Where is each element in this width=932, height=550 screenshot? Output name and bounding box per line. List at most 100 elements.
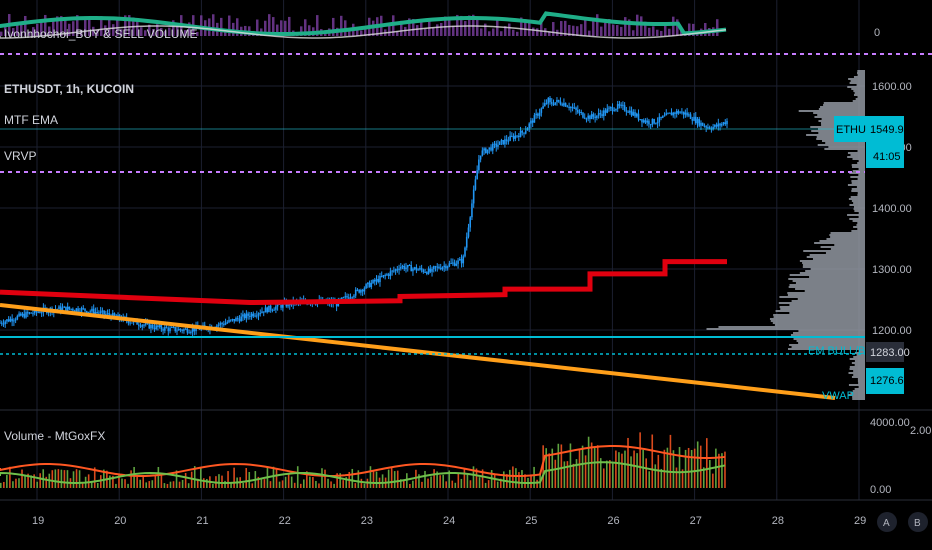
osc-bar: [524, 19, 527, 36]
symbol-label[interactable]: ETHUSDT, 1h, KUCOIN: [4, 82, 134, 96]
osc-bar: [12, 28, 15, 36]
volume-bar: [669, 434, 672, 488]
vrvp-bar: [847, 156, 865, 158]
volume-bar: [512, 466, 514, 488]
volume-bar: [157, 466, 160, 488]
osc-bar: [408, 18, 411, 36]
volume-bar: [481, 469, 484, 488]
vrvp-bar: [817, 144, 865, 146]
candle-body: [7, 319, 10, 322]
volume-bar: [545, 448, 547, 488]
vrvp-bar: [817, 114, 865, 116]
vrvp-bar: [854, 364, 865, 366]
volume-bar: [178, 481, 181, 488]
candle-body: [65, 306, 67, 312]
candle-body: [582, 112, 584, 118]
osc-bar: [464, 21, 467, 36]
candle-body: [696, 118, 699, 124]
volume-bar: [212, 483, 214, 488]
candle-body: [726, 120, 728, 125]
vrvp-label[interactable]: VRVP: [4, 149, 36, 163]
volume-bar: [399, 479, 402, 488]
candle-body: [268, 305, 270, 313]
volume-bar: [424, 470, 426, 488]
candle-body: [113, 313, 116, 316]
candle-body: [570, 107, 572, 109]
volume-bar: [242, 482, 244, 488]
osc-bar: [184, 30, 187, 36]
volume-bar: [281, 480, 284, 488]
vrvp-bar: [855, 98, 865, 100]
candle-body: [394, 269, 397, 271]
trendline[interactable]: [0, 303, 836, 400]
volume-bar: [206, 478, 208, 488]
candle-body: [531, 120, 534, 123]
candle-body: [80, 308, 83, 313]
candle-body: [618, 104, 621, 106]
candle-body: [183, 329, 185, 331]
log-scale-button[interactable]: B: [908, 512, 928, 532]
volume-bar: [663, 449, 666, 488]
countdown-tag: 41:05: [873, 151, 901, 163]
candle-body: [169, 327, 171, 332]
volume-bar: [103, 469, 105, 488]
volume-bar: [702, 467, 705, 488]
time-axis[interactable]: 19 20 21 22 23 24 25 26 27 28 29: [32, 515, 866, 527]
candle-body: [282, 303, 284, 308]
volume-bar: [584, 455, 587, 488]
candle-body: [252, 313, 255, 317]
vrvp-bar: [848, 372, 865, 374]
vrvp-bar: [852, 390, 865, 392]
candle-body: [549, 97, 551, 103]
vrvp-bar: [779, 296, 865, 298]
volume-bar: [712, 473, 714, 488]
volume-bar: [3, 481, 5, 488]
volume-bar: [136, 476, 138, 488]
candle-body: [66, 306, 69, 312]
volume-bar: [160, 472, 163, 488]
volume-bar: [709, 460, 711, 488]
mtf-ema-label[interactable]: MTF EMA: [4, 113, 58, 127]
volume-bar: [563, 461, 566, 488]
grid: [0, 0, 865, 500]
candle-body: [240, 316, 242, 322]
osc-bar: [620, 26, 623, 36]
volume-tick-max: 4000.00: [870, 417, 910, 429]
vrvp-bar: [818, 108, 865, 110]
candle-body: [255, 315, 258, 317]
candle-body: [552, 103, 555, 105]
vrvp-bar: [809, 276, 865, 278]
candle-body: [519, 130, 522, 138]
vrvp-bar: [769, 318, 865, 320]
osc-bar: [484, 23, 487, 36]
volume-indicator-label[interactable]: Volume - MtGoxFX: [4, 429, 105, 443]
vrvp-bar: [850, 392, 865, 394]
candle-body: [422, 269, 425, 273]
candle-body: [575, 107, 577, 110]
price-tick-label: 1300.00: [872, 264, 912, 276]
volume-bar: [596, 445, 599, 488]
volume-bar: [275, 468, 278, 488]
level-tag-2-bg: [866, 368, 904, 394]
volume-bar: [166, 483, 169, 488]
top-indicator-label[interactable]: Ivonhhochoi_BUY & SELL VOLUME: [4, 27, 197, 41]
vrvp-bar: [775, 310, 865, 312]
auto-scale-button[interactable]: A: [877, 512, 897, 532]
mtf-ema-line[interactable]: [0, 259, 727, 306]
candle-body: [400, 267, 402, 269]
volume-bar: [557, 443, 560, 488]
candle-body: [491, 144, 494, 151]
volume-bar: [705, 438, 708, 488]
volume-bar: [509, 469, 511, 488]
candle-body: [603, 110, 605, 117]
volume-bar: [199, 466, 202, 488]
candle-body: [530, 120, 532, 124]
volume-bar: [142, 475, 145, 488]
volume-bar: [175, 470, 178, 488]
candle-body: [9, 318, 12, 322]
candle-body: [478, 159, 480, 171]
candle-body: [351, 297, 354, 299]
vrvp-bar: [854, 352, 865, 354]
candle-body: [479, 155, 482, 160]
